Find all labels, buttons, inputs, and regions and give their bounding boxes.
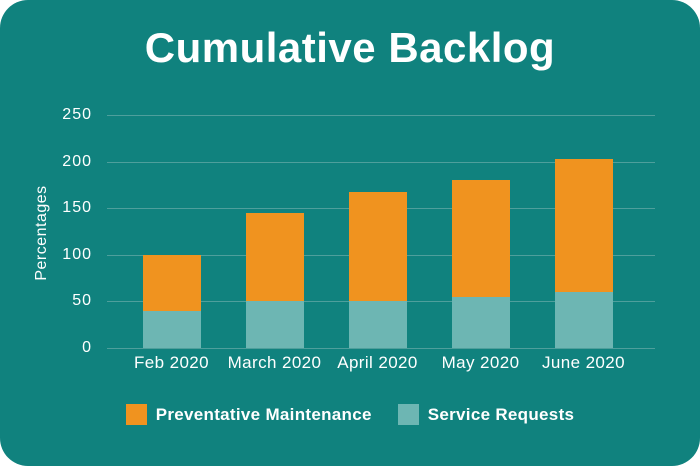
- bars-layer: [120, 115, 635, 348]
- legend-label: Service Requests: [427, 404, 575, 424]
- gridline: [107, 115, 655, 116]
- x-axis-labels: Feb 2020 March 2020 April 2020 May 2020 June…: [120, 353, 635, 373]
- bar-segment: [554, 158, 613, 293]
- y-tick-label: 0: [82, 339, 92, 356]
- y-tick-label: 50: [72, 292, 92, 310]
- bar-segment: [245, 212, 304, 302]
- bar-segment: [348, 301, 407, 348]
- bar-segment: [142, 254, 201, 311]
- gridline: [107, 161, 655, 163]
- y-tick-label: 150: [62, 199, 92, 217]
- bar-segment: [348, 192, 407, 302]
- legend-swatch: [125, 404, 147, 425]
- y-tick-label: 100: [62, 245, 92, 263]
- legend-swatch: [397, 404, 419, 425]
- bar-segment: [554, 292, 613, 348]
- bar-segment: [451, 296, 510, 348]
- x-axis-label: April 2020: [337, 353, 418, 372]
- chart-title: Cumulative Backlog: [144, 24, 556, 71]
- legend: Preventative Maintenance Service Requests: [0, 404, 700, 425]
- y-axis-tick-labels: 0 50 100 150 200 250: [0, 106, 92, 356]
- plot-area: [107, 115, 655, 349]
- x-axis-label: Feb 2020: [133, 353, 210, 372]
- bar-segment: [451, 180, 510, 297]
- y-tick-label: 200: [62, 152, 92, 170]
- gridline: [107, 348, 655, 349]
- x-axis-label: May 2020: [441, 353, 520, 372]
- x-axis-label: June 2020: [541, 353, 625, 372]
- bar-segment: [245, 301, 304, 348]
- legend-item: Service Requests: [397, 404, 575, 425]
- legend-label: Preventative Maintenance: [155, 404, 372, 424]
- x-axis-label: March 2020: [227, 353, 322, 372]
- legend-item: Preventative Maintenance: [125, 404, 372, 425]
- bar-segment: [142, 310, 201, 348]
- y-tick-label: 250: [62, 106, 92, 123]
